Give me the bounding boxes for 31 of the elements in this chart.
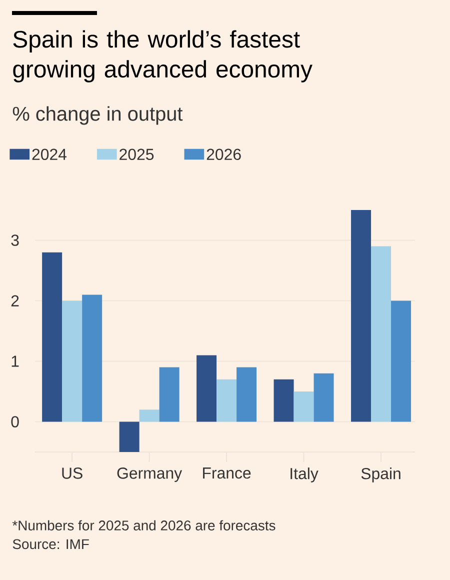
x-tick-label: Germany [117,468,182,482]
bar [159,367,180,422]
x-tick-label: Spain [361,468,400,482]
bar [351,210,372,422]
y-tick-label: 1 [12,356,19,367]
x-tick-label: Italy [290,468,318,482]
bar [216,379,237,422]
bar [196,355,217,422]
bar [236,367,257,422]
bar [42,252,62,422]
bar [62,300,82,422]
chart-title: Spain is the world’s fastest growing advanced economy [13,30,312,82]
y-tick-label: 2 [11,295,19,306]
x-tick-label: France [203,468,251,479]
chart-subtitle: % change in output [12,106,183,125]
bar [314,373,334,422]
source-note: Source: IMF [12,539,89,550]
bar [119,422,140,452]
y-tick-label: 3 [11,234,19,246]
bar [139,410,160,422]
bar [294,392,314,422]
text: *Numbers for 2025 and 2026 are forecasts [12,520,276,530]
legend-label: 2024 [32,148,66,160]
bar [371,246,392,422]
bar [274,379,294,422]
bar [82,294,102,422]
bar [391,300,412,422]
x-tick-label: US [62,468,82,479]
legend-label: 2025 [120,148,154,160]
legend-label: 2026 [206,148,241,160]
y-tick-label: 0 [11,416,19,428]
